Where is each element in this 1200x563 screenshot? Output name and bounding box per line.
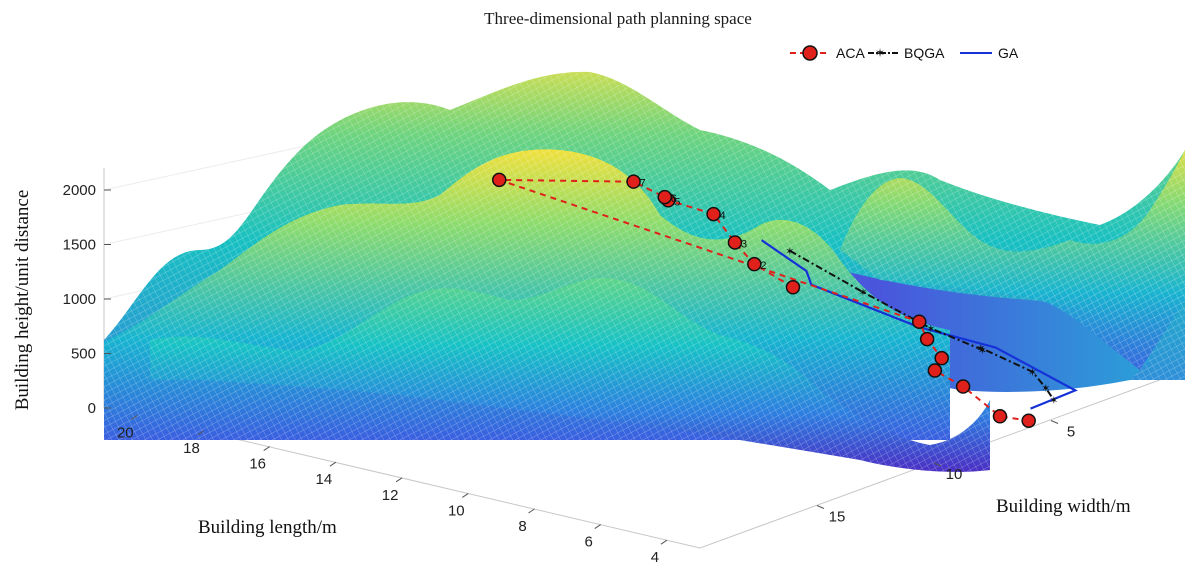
- x-tick-mark: [816, 505, 825, 509]
- series-aca-point: [747, 256, 762, 272]
- legend-item-ga: GA: [960, 45, 1019, 61]
- terrain-surface: [104, 71, 1185, 472]
- y-tick-label: 6: [585, 534, 593, 551]
- series-aca-point: [1021, 413, 1036, 428]
- series-aca-point-label: 5: [674, 196, 680, 208]
- y-tick-label: 14: [316, 471, 333, 488]
- y-tick-mark: [528, 508, 535, 514]
- y-tick-mark: [462, 492, 469, 498]
- legend-item-bqga: ✶ BQGA: [868, 45, 945, 61]
- surface-right-peak-mesh: [840, 150, 1185, 370]
- path-series: ✶✶✶✶✶✶✶✶ 2 3 4 56 7: [491, 172, 1078, 428]
- x-axis-label: Building width/m: [996, 496, 1131, 517]
- surface-front-ridge-mesh: [150, 277, 990, 472]
- legend-ga-label: GA: [998, 45, 1019, 61]
- legend-bqga-label: BQGA: [904, 45, 945, 61]
- series-aca-point: [727, 235, 743, 250]
- series-aca-point: [992, 409, 1008, 424]
- z-tick-label: 1000: [63, 291, 96, 308]
- y-tick-label: 8: [518, 518, 526, 535]
- series-bqga-point: ✶: [1049, 394, 1058, 407]
- series-aca-point: [706, 206, 721, 222]
- y-tick-mark: [263, 446, 270, 452]
- x-tick-label: 10: [946, 466, 963, 483]
- legend-aca-marker: [802, 45, 818, 61]
- y-tick-mark: [594, 524, 601, 530]
- series-aca-point-label: 7: [640, 178, 646, 190]
- series-aca-point-label: 3: [741, 238, 747, 250]
- y-tick-label: 10: [448, 502, 465, 519]
- x-tick-label: 5: [1067, 424, 1075, 441]
- y-tick-label: 12: [382, 487, 399, 504]
- series-bqga-point: ✶: [926, 322, 935, 335]
- legend: ACA ✶ BQGA GA: [790, 45, 1019, 61]
- legend-aca-label: ACA: [836, 45, 865, 61]
- series-aca-point: [927, 363, 943, 378]
- series-bqga-point: ✶: [978, 344, 987, 357]
- series-bqga-point: ✶: [858, 286, 867, 299]
- series-bqga: ✶✶✶✶✶✶✶✶: [785, 245, 1058, 407]
- y-tick-mark: [660, 539, 668, 545]
- x-tick-mark: [933, 462, 942, 467]
- series-aca-point: [657, 189, 672, 205]
- series-aca-point: [626, 174, 641, 189]
- y-axis-label: Building length/m: [198, 517, 337, 538]
- y-tick-label: 18: [183, 440, 200, 457]
- y-tick-mark: [197, 430, 204, 436]
- series-aca-point-label: 6: [671, 193, 677, 205]
- z-tick-label: 1500: [63, 237, 96, 254]
- series-bqga-point: ✶: [785, 245, 794, 258]
- series-bqga-point: ✶: [1028, 366, 1037, 379]
- y-tick-label: 20: [117, 424, 134, 441]
- series-bqga-line: [789, 249, 1055, 401]
- series-aca-point: [934, 350, 949, 366]
- z-tick-label: 2000: [63, 182, 96, 199]
- series-aca-point: [911, 314, 927, 329]
- y-tick-mark: [329, 461, 337, 467]
- z-ticks: 0 500 1000 1500 2000: [63, 182, 111, 417]
- y-tick-label: 16: [249, 456, 266, 473]
- legend-bqga-marker: ✶: [875, 46, 885, 60]
- series-aca-point: [919, 331, 935, 347]
- series-aca: 2 3 4 56 7: [491, 172, 1036, 428]
- z-tick-label: 0: [88, 400, 96, 417]
- z-tick-label: 500: [71, 346, 96, 363]
- y-tick-mark: [395, 477, 403, 483]
- series-aca-point: [955, 379, 971, 394]
- series-aca-point: [785, 280, 801, 295]
- series-bqga-point: ✶: [976, 342, 985, 355]
- y-tick-mark: [131, 414, 138, 420]
- y-ticks: 20 18 16 14 12 10 8 6 4: [117, 414, 668, 563]
- y-tick-label: 4: [651, 549, 659, 563]
- series-aca-point: [491, 172, 507, 188]
- series-bqga-point: ✶: [1041, 382, 1050, 395]
- x-tick-label: 15: [829, 509, 846, 526]
- series-aca-point-label: 2: [760, 260, 766, 272]
- x-ticks: 5 10 15: [816, 420, 1075, 526]
- chart-title: Three-dimensional path planning space: [484, 9, 752, 28]
- legend-item-aca: ACA: [790, 45, 865, 61]
- x-tick-mark: [1050, 420, 1059, 424]
- z-axis-label: Building height/unit distance: [12, 190, 33, 411]
- series-aca-point-label: 4: [720, 210, 726, 222]
